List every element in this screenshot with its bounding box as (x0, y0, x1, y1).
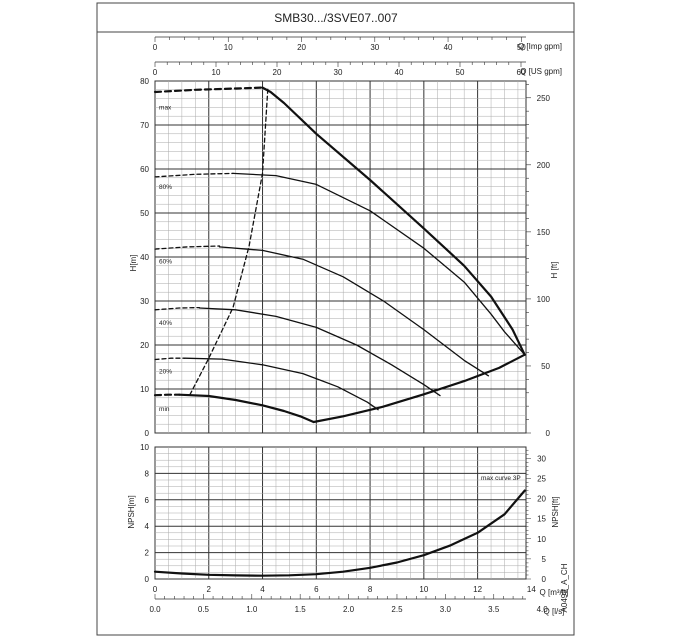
bottom-axis-ls-tick-label: 2.5 (391, 605, 403, 614)
bottom-axis-m3h-tick-label: 0 (153, 585, 158, 594)
top-axis-tick-label: 50 (517, 43, 526, 52)
top-axis-tick-label: 50 (456, 68, 465, 77)
curve-labels: max 80% 60% 40% 20% min (159, 105, 172, 413)
head-chart-grid (154, 80, 527, 434)
npsh-ytick-right: 30 (537, 454, 546, 463)
top-axis-imp-label: Q [Imp gpm] (518, 42, 562, 51)
head-curve-60pct (218, 246, 490, 377)
head-curve-40pct (198, 307, 441, 397)
head-ylabel-left: H[m] (129, 255, 138, 272)
head-curve-max (261, 86, 526, 356)
npsh-ylabel-right: NPSH[ft] (551, 496, 560, 527)
head-ytick-left: 30 (140, 297, 149, 306)
top-axis-tick-label: 20 (273, 68, 282, 77)
head-curve-min (312, 353, 526, 424)
curve-label: 60% (159, 259, 172, 266)
top-axis-us-label: Q [US gpm] (520, 67, 562, 76)
bottom-axis-ls-tick-label: 3.5 (488, 605, 500, 614)
head-ytick-left: 10 (140, 385, 149, 394)
bottom-axis-ls-tick-label: 4.0 (537, 605, 549, 614)
head-curve-min (153, 393, 181, 397)
curve-label: 80% (159, 184, 172, 191)
npsh-ytick-right: 15 (537, 515, 546, 524)
head-ytick-right: 50 (541, 362, 550, 371)
npsh-ytick-left: 6 (145, 496, 150, 505)
top-axis-tick-label: 20 (297, 43, 306, 52)
chart-title: SMB30.../3SVE07..007 (274, 11, 398, 25)
head-curve-40pct (154, 306, 201, 311)
top-axis-tick-label: 10 (212, 68, 221, 77)
bottom-axis-m3h-label: Q [m³/h] (540, 588, 569, 597)
npsh-ytick-right: 25 (537, 474, 546, 483)
top-axis-tick-label: 30 (370, 43, 379, 52)
top-axis-tick-label: 40 (395, 68, 404, 77)
top-axis-tick-label: 30 (334, 68, 343, 77)
head-ytick-left: 40 (140, 253, 149, 262)
npsh-ytick-left: 4 (145, 522, 150, 531)
bottom-axis-m3h-tick-label: 6 (314, 585, 319, 594)
bottom-axis-m3h-tick-label: 10 (419, 585, 428, 594)
npsh-ytick-right: 10 (537, 535, 546, 544)
npsh-ytick-left: 10 (140, 443, 149, 452)
npsh-ytick-right: 0 (542, 575, 547, 584)
curve-label: 20% (159, 369, 172, 376)
document-code: A0499_A_CH (560, 563, 569, 612)
head-ytick-right: 200 (537, 161, 551, 170)
bottom-axis-ls-tick-label: 1.5 (295, 605, 307, 614)
bottom-axis-m3h-tick-label: 14 (527, 585, 536, 594)
head-curve-80pct (232, 172, 526, 356)
axes-ticks: 0 10 20 30 40 500 10 20 30 40 50 600102030405060708… (140, 36, 551, 614)
head-ylabel-right: H [ft] (550, 262, 559, 279)
npsh-curve (153, 489, 526, 577)
curve-label: max (159, 105, 172, 112)
top-axis-tick-label: 0 (153, 68, 158, 77)
npsh-ylabel-left: NPSH[m] (127, 495, 136, 528)
npsh-ytick-right: 5 (542, 555, 547, 564)
bottom-axis-ls-tick-label: 1.0 (246, 605, 258, 614)
head-ytick-left: 60 (140, 165, 149, 174)
npsh-ytick-right: 20 (537, 495, 546, 504)
bottom-axis-ls-tick-label: 0.0 (149, 605, 161, 614)
head-ytick-left: 80 (140, 77, 149, 86)
npsh-annotation: max curve 3P (481, 475, 521, 482)
head-ytick-left: 50 (140, 209, 149, 218)
bottom-axis-m3h-tick-label: 2 (207, 585, 212, 594)
bottom-axis-ls-tick-label: 3.0 (440, 605, 452, 614)
head-ytick-right: 100 (537, 295, 551, 304)
head-curve-max (189, 86, 269, 396)
npsh-ytick-left: 0 (145, 575, 150, 584)
npsh-curves (153, 489, 526, 577)
head-curve-20pct (154, 357, 186, 361)
top-axis-tick-label: 60 (517, 68, 526, 77)
head-curve-80pct (154, 172, 234, 178)
bottom-axis-m3h-tick-label: 12 (473, 585, 482, 594)
npsh-ytick-left: 2 (145, 549, 150, 558)
head-ytick-right: 150 (537, 228, 551, 237)
top-axis-tick-label: 0 (153, 43, 158, 52)
bottom-axis-ls-tick-label: 0.5 (198, 605, 210, 614)
head-ytick-left: 0 (145, 429, 150, 438)
curve-label: 40% (159, 320, 172, 327)
head-ytick-right: 0 (546, 429, 551, 438)
bottom-axis-ls-label: Q [l/s] (544, 607, 565, 616)
head-curves (153, 86, 526, 424)
head-ytick-right: 250 (537, 94, 551, 103)
curve-label: min (159, 406, 170, 413)
top-axis-tick-label: 10 (224, 43, 233, 52)
bottom-axis-ls-tick-label: 2.0 (343, 605, 355, 614)
bottom-axis-m3h-tick-label: 8 (368, 585, 373, 594)
npsh-ytick-left: 8 (145, 469, 150, 478)
npsh-chart-grid (154, 446, 527, 580)
head-ytick-left: 70 (140, 121, 149, 130)
head-curve-max (153, 86, 264, 94)
outer-frame (96, 2, 575, 636)
top-axis-tick-label: 40 (444, 43, 453, 52)
bottom-axis-m3h-tick-label: 4 (260, 585, 265, 594)
head-ytick-left: 20 (140, 341, 149, 350)
head-curve-20pct (183, 357, 379, 411)
head-curve-min (178, 393, 315, 424)
head-curve-60pct (154, 245, 221, 250)
